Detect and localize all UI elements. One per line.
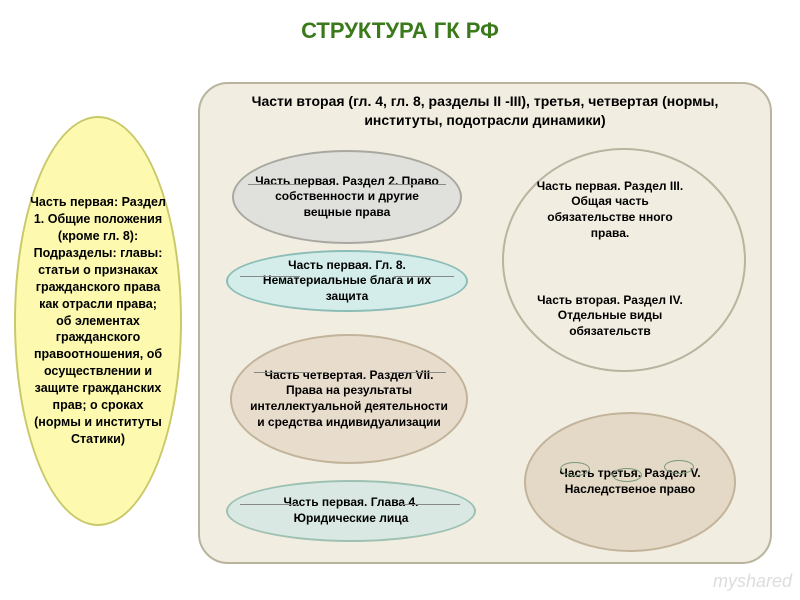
decorative-small-oval — [612, 468, 642, 482]
bubble-property-rights: Часть первая. Раздел 2. Право собственно… — [232, 150, 462, 244]
bubble-obligations-general: Часть первая. Раздел III. Общая часть об… — [510, 160, 710, 260]
slot-line — [254, 372, 310, 373]
bubble-text: Часть первая. Гл. 8. Нематериальные благ… — [246, 258, 448, 305]
decorative-small-oval — [664, 460, 694, 474]
bubble-intangible-goods: Часть первая. Гл. 8. Нематериальные благ… — [226, 250, 468, 312]
bubble-text: Часть первая. Раздел 2. Право собственно… — [252, 174, 442, 221]
slot-line — [240, 276, 300, 277]
bubble-legal-entities: Часть первая. Глава 4. Юридические лица — [226, 480, 476, 542]
slot-line — [240, 504, 300, 505]
slot-line — [400, 504, 460, 505]
bubble-text: Часть первая. Глава 4. Юридические лица — [246, 495, 456, 526]
bubble-obligations-types: Часть вторая. Раздел IV. Отдельные виды … — [510, 266, 710, 366]
diagram-title: СТРУКТУРА ГК РФ — [0, 0, 800, 52]
main-container-title: Части вторая (гл. 4, гл. 8, разделы II -… — [200, 92, 770, 130]
bubble-inheritance: Часть третья. Раздел V. Наследственое пр… — [524, 412, 736, 552]
slot-line — [248, 184, 306, 185]
left-oval-part1: Часть первая: Раздел 1. Общие положения … — [14, 116, 182, 526]
bubble-text: Часть четвертая. Раздел VII. Права на ре… — [250, 368, 448, 430]
bubble-intellectual-property: Часть четвертая. Раздел VII. Права на ре… — [230, 334, 468, 464]
watermark: myshared — [713, 571, 792, 592]
slot-line — [388, 184, 446, 185]
left-oval-text: Часть первая: Раздел 1. Общие положения … — [30, 194, 166, 447]
decorative-small-oval — [560, 462, 590, 476]
slot-line — [394, 276, 454, 277]
bubble-text: Часть первая. Раздел III. Общая часть об… — [528, 179, 692, 241]
slot-line — [390, 372, 446, 373]
bubble-text: Часть вторая. Раздел IV. Отдельные виды … — [528, 293, 692, 340]
